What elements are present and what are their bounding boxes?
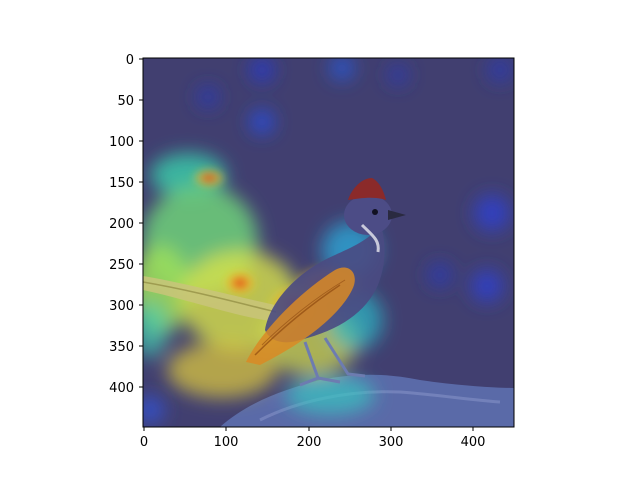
bird-eye	[372, 209, 378, 215]
x-tick-label: 200	[297, 435, 322, 450]
heatmap-cool-spots	[143, 58, 512, 424]
bird-tail	[143, 276, 278, 322]
bird-head	[344, 195, 392, 235]
y-tick-label: 50	[117, 94, 134, 109]
y-axis: 0 50 100 150 200 250 300 350 400	[109, 53, 143, 396]
bird-crest	[348, 178, 386, 200]
image-panel	[143, 58, 514, 427]
x-tick-label: 0	[140, 435, 148, 450]
x-tick-label: 100	[214, 435, 239, 450]
bird-wing	[246, 267, 355, 365]
x-axis: 0 100 200 300 400	[140, 427, 486, 450]
x-tick-label: 400	[461, 435, 486, 450]
y-tick-label: 150	[109, 176, 134, 191]
y-tick-label: 200	[109, 217, 134, 232]
x-tick-label: 300	[379, 435, 404, 450]
y-tick-label: 0	[126, 53, 134, 68]
y-tick-label: 300	[109, 299, 134, 314]
bird-beak	[388, 210, 406, 220]
y-tick-label: 350	[109, 340, 134, 355]
y-tick-label: 250	[109, 258, 134, 273]
bird-legs	[299, 337, 366, 387]
axes-frame	[142, 57, 515, 428]
y-tick-label: 400	[109, 381, 134, 396]
y-tick-label: 100	[109, 135, 134, 150]
